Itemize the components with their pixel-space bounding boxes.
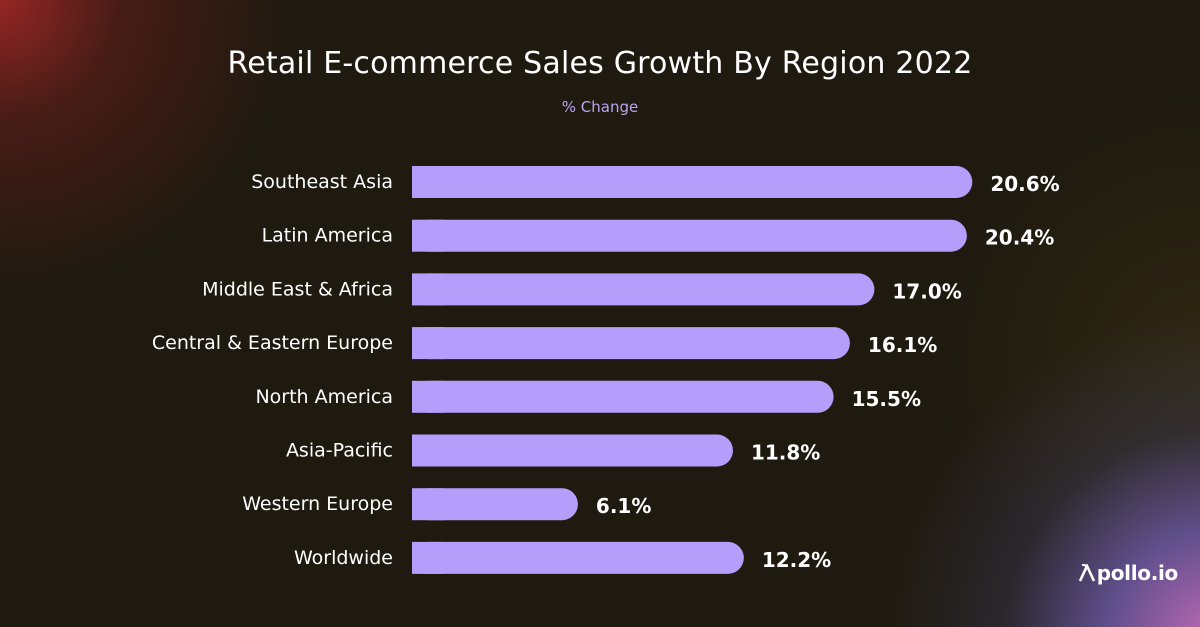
bar <box>412 327 850 360</box>
chart-subtitle: % Change <box>561 98 639 116</box>
bar <box>412 166 973 198</box>
value-label: 12.2% <box>762 548 831 572</box>
value-label: 20.6% <box>990 172 1059 196</box>
category-label: Central & Eastern Europe <box>152 332 393 354</box>
bar <box>412 541 744 574</box>
apollo-logo: pollo.io <box>1078 561 1178 585</box>
bar-left-cap <box>412 327 444 360</box>
value-label: 20.4% <box>985 226 1054 250</box>
bar <box>412 273 875 306</box>
category-label: Asia-Pacific <box>286 440 393 462</box>
bar-left-cap <box>412 541 444 574</box>
category-label: Southeast Asia <box>251 171 393 193</box>
category-label: Western Europe <box>242 493 393 515</box>
apollo-logo-mark-icon <box>1078 564 1095 582</box>
bar-left-cap <box>412 166 444 198</box>
value-label: 16.1% <box>868 333 937 357</box>
value-label: 17.0% <box>892 279 961 303</box>
bar <box>412 488 578 521</box>
bar-left-cap <box>412 219 444 252</box>
bar <box>412 219 967 252</box>
category-label: Worldwide <box>294 547 393 569</box>
value-label: 15.5% <box>852 387 921 411</box>
category-label: North America <box>255 386 393 408</box>
bar-left-cap <box>412 380 444 413</box>
bar <box>412 380 834 413</box>
bar <box>412 434 733 467</box>
value-label: 11.8% <box>751 441 820 465</box>
value-label: 6.1% <box>596 494 651 518</box>
category-label: Latin America <box>262 225 393 247</box>
category-label: Middle East & Africa <box>202 278 393 300</box>
apollo-logo-text: pollo.io <box>1096 561 1179 585</box>
chart-title: Retail E-commerce Sales Growth By Region… <box>227 46 973 81</box>
bar-left-cap <box>412 488 444 521</box>
bar-left-cap <box>412 434 444 467</box>
bar-left-cap <box>412 273 444 306</box>
